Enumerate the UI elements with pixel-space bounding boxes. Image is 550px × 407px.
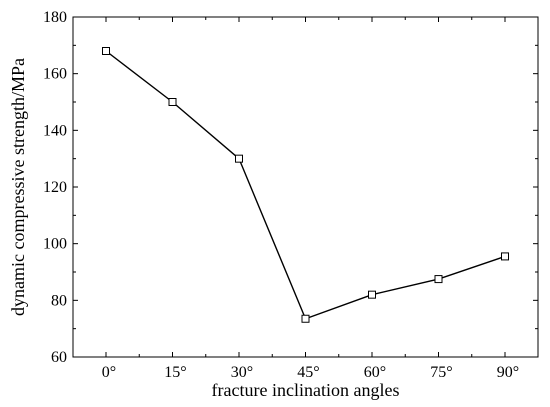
data-point-marker <box>501 252 509 261</box>
data-point-marker <box>102 47 110 55</box>
y-tick-label: 160 <box>43 66 67 83</box>
x-tick-label: 45° <box>297 364 319 381</box>
data-point-marker <box>434 275 443 284</box>
x-axis-title: fracture inclination angles <box>212 380 400 400</box>
x-tick-label: 0° <box>102 364 116 381</box>
data-point-marker <box>235 154 243 163</box>
x-axis-ticks: 0° 15° 30° 45° 60° 75° 90° <box>102 17 519 381</box>
y-axis-ticks: 60 80 100 120 140 160 180 <box>43 9 538 366</box>
y-axis-title: dynamic compressive strength/MPa <box>8 58 28 316</box>
plot-frame <box>72 16 539 358</box>
data-point-marker <box>168 98 177 106</box>
x-tick-label: 90° <box>497 364 519 381</box>
y-tick-label: 100 <box>43 236 67 253</box>
x-tick-label: 30° <box>231 364 253 381</box>
x-tick-label: 15° <box>164 364 186 381</box>
y-tick-label: 180 <box>43 9 67 26</box>
y-tick-label: 80 <box>51 292 67 309</box>
data-point-marker <box>301 314 310 323</box>
plot-border <box>72 16 539 358</box>
series-group <box>102 47 509 323</box>
y-tick-label: 140 <box>43 122 67 139</box>
y-tick-label: 60 <box>51 349 67 366</box>
data-point-marker <box>368 290 376 299</box>
y-tick-label: 120 <box>43 179 67 196</box>
x-tick-label: 60° <box>364 364 386 381</box>
x-tick-label: 75° <box>430 364 452 381</box>
series-line <box>105 50 506 320</box>
